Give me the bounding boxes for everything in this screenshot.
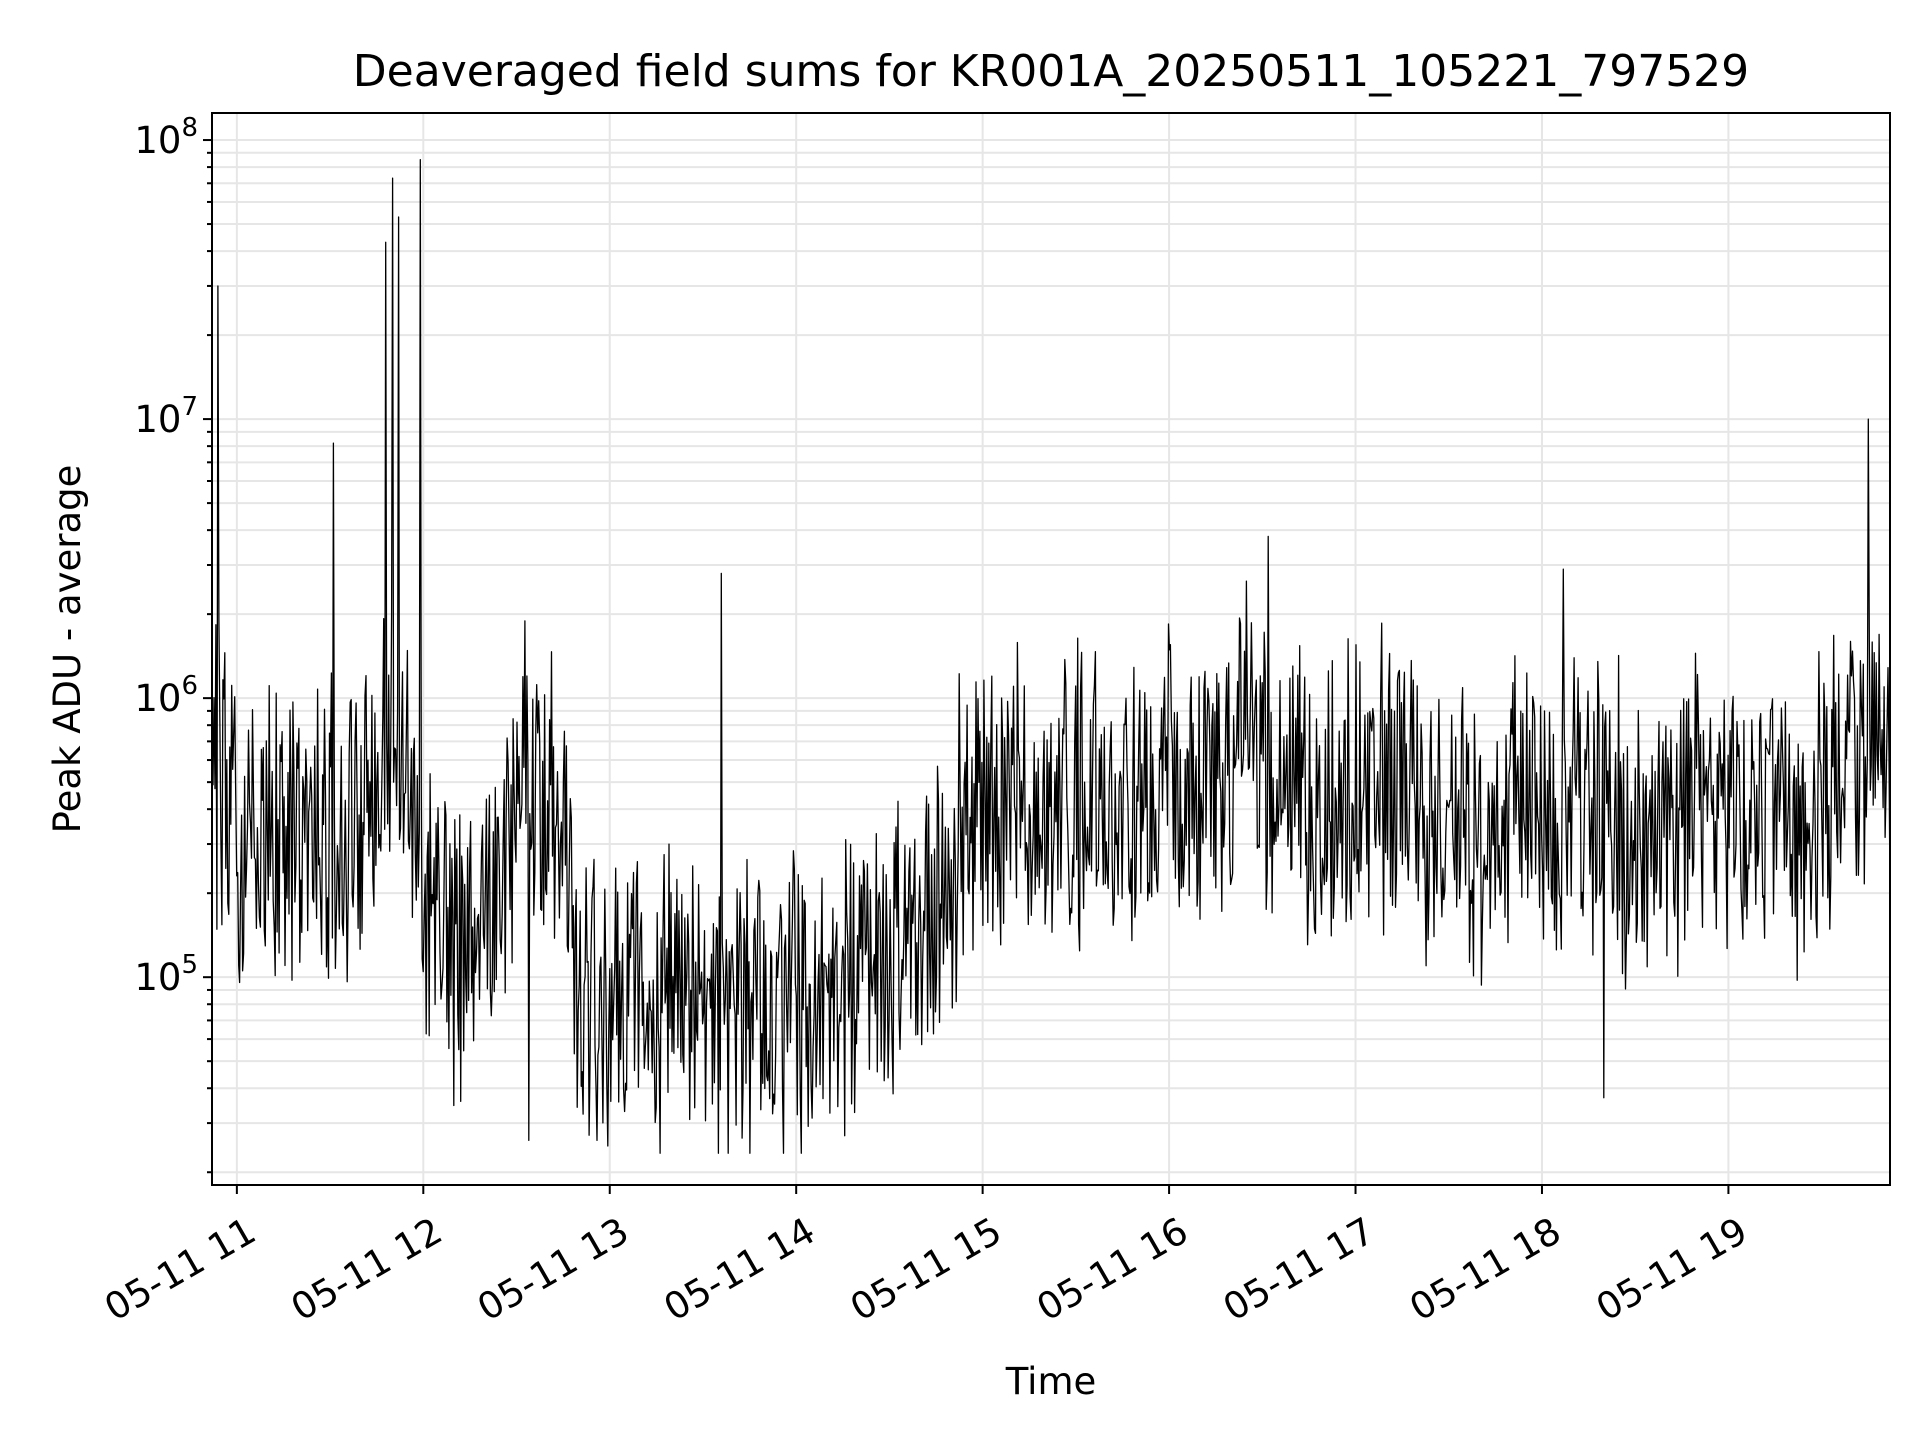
y-axis-label: Peak ADU - average — [46, 465, 89, 834]
y-tick-label: 106 — [134, 671, 198, 720]
plot-frame — [211, 112, 1891, 1186]
y-tick-base: 10 — [134, 956, 181, 999]
y-tick-base: 10 — [134, 398, 181, 441]
series-line — [211, 159, 1891, 1154]
y-tick-exponent: 7 — [181, 392, 198, 422]
series-layer — [211, 159, 1891, 1154]
y-tick-base: 10 — [134, 119, 181, 162]
x-axis-label: Time — [1005, 1360, 1097, 1403]
y-tick-exponent: 5 — [181, 950, 198, 980]
y-tick-label: 108 — [134, 113, 198, 162]
y-tick-base: 10 — [134, 677, 181, 720]
y-tick-label: 105 — [134, 950, 198, 999]
y-tick-exponent: 8 — [181, 113, 198, 143]
y-tick-label: 107 — [134, 392, 198, 441]
chart-title: Deaveraged field sums for KR001A_2025051… — [353, 46, 1749, 97]
y-tick-exponent: 6 — [181, 671, 198, 701]
